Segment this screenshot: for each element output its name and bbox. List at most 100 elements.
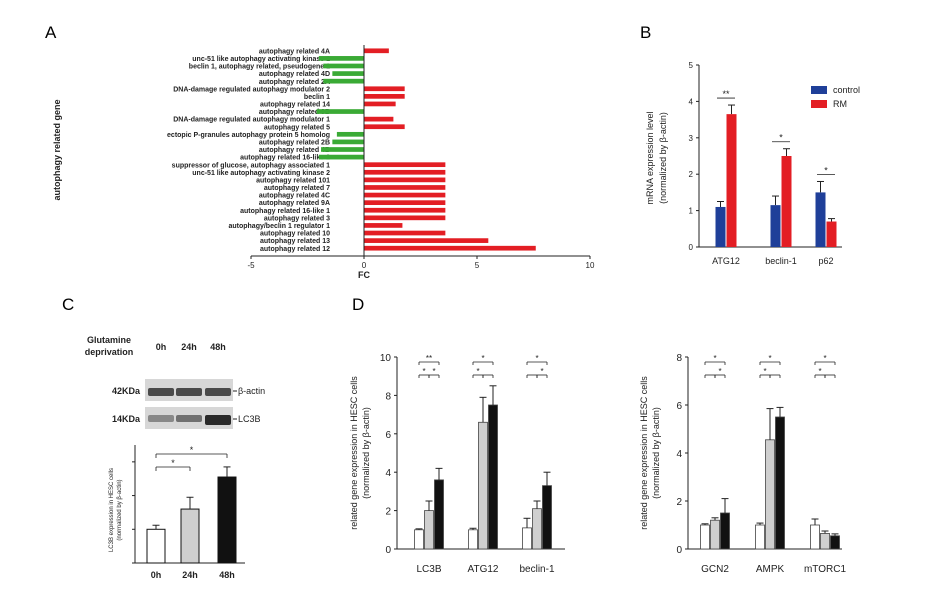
blot-band [176, 415, 202, 422]
fc-bar [364, 238, 489, 243]
blot-header: deprivation [85, 347, 134, 357]
gene-label: autophagy related 101 [256, 177, 330, 184]
fc-bar [364, 185, 446, 190]
band-protein-label: β-actin [238, 386, 265, 396]
panel-label-b: B [640, 23, 651, 42]
y-tick-label: 10 [380, 353, 392, 364]
y-axis-subtitle: (normalized by β-actin) [361, 407, 371, 499]
fc-bar [316, 109, 364, 114]
bar-0h [146, 528, 166, 564]
lane-label: 0h [156, 342, 167, 352]
category-label: GCN2 [701, 564, 729, 575]
panel-label-c: C [62, 295, 74, 314]
gene-label: autophagy related 2B [259, 140, 330, 147]
fc-bar [364, 93, 405, 99]
fc-bar [323, 78, 364, 84]
x-tick-label: -5 [247, 261, 255, 270]
legend-swatch [811, 86, 827, 94]
x-tick-label: 0 [362, 261, 367, 270]
lane-label: 48h [210, 342, 226, 352]
fc-bar [364, 223, 403, 228]
bar-48h [488, 404, 498, 550]
gene-label: beclin 1 [304, 94, 330, 101]
y-tick-label: 2 [385, 507, 391, 518]
fc-bar [321, 147, 364, 152]
bar-control [815, 192, 826, 247]
significance-right-label: * [540, 367, 543, 376]
bar-0h [468, 529, 478, 550]
bar-48h [830, 535, 840, 550]
y-tick-label: 3 [689, 134, 694, 143]
bar-RM [826, 221, 837, 247]
gene-label: autophagy related 13 [260, 238, 330, 245]
gene-label: autophagy related 16-like 2 [240, 155, 330, 162]
y-axis-title: autophagy related gene [52, 99, 62, 200]
fc-bar [336, 131, 364, 137]
bar-48h [720, 512, 730, 550]
bar-24h [820, 533, 830, 550]
panel-label-a: A [45, 23, 57, 42]
fc-bar [364, 124, 405, 130]
significance-mark: * [779, 133, 783, 143]
significance-left-label: * [818, 367, 821, 376]
y-tick-label: 1 [689, 207, 694, 216]
significance-top-label: * [481, 354, 484, 363]
bar-0h [522, 527, 532, 550]
gene-label: autophagy related 4D [259, 71, 330, 78]
fc-bar [364, 192, 446, 198]
significance-top-label: * [713, 354, 716, 363]
y-axis-title: related gene expression in HESC cells [349, 376, 359, 530]
x-tick-label: 10 [586, 261, 595, 270]
category-label: AMPK [756, 564, 785, 575]
fc-bar [364, 101, 396, 107]
gene-label: autophagy related 3 [264, 215, 330, 222]
category-label: beclin-1 [765, 256, 797, 266]
fc-bar [364, 48, 389, 54]
fc-bar [364, 177, 446, 183]
fc-bar [364, 86, 405, 92]
gene-label: autophagy related 7 [264, 185, 330, 192]
category-label: 24h [182, 570, 198, 580]
fc-bar [323, 63, 364, 69]
fc-bar [364, 162, 446, 168]
y-tick-label: 0 [676, 545, 682, 556]
significance-top-label: * [823, 354, 826, 363]
significance-right-label: * [718, 367, 721, 376]
bar-48h [775, 416, 785, 550]
y-tick-label: 8 [676, 353, 682, 364]
bar-control [715, 206, 726, 247]
fc-bar [364, 215, 446, 221]
bar-control [770, 205, 781, 247]
bar-0h [810, 524, 820, 550]
y-axis-subtitle: (normalized by β-actin) [117, 479, 123, 540]
y-axis-title: mRNA expression level [645, 111, 655, 204]
gene-label: beclin 1, autophagy related, pseudogene … [189, 64, 330, 71]
significance-mark: * [190, 445, 194, 455]
significance-mark: * [824, 165, 828, 175]
y-tick-label: 2 [676, 497, 682, 508]
panel-label-d: D [352, 295, 364, 314]
y-tick-label: 0 [385, 545, 391, 556]
bar-48h [434, 479, 444, 550]
fc-bar [332, 71, 364, 76]
category-label: ATG12 [468, 564, 499, 575]
gene-label: autophagy related 12 [260, 246, 330, 253]
gene-label: autophagy related 16-like 1 [240, 208, 330, 215]
gene-label: autophagy/beclin 1 regulator 1 [228, 223, 330, 230]
band-size-label: 42KDa [112, 386, 141, 396]
bar-24h [180, 508, 200, 564]
bar-RM [726, 114, 737, 247]
y-tick-label: 0 [689, 243, 694, 252]
y-tick-label: 5 [689, 61, 694, 70]
band-protein-label: LC3B [238, 414, 261, 424]
gene-label: autophagy related 4C [259, 193, 330, 200]
x-axis-title: FC [358, 270, 370, 280]
significance-left-label: * [476, 367, 479, 376]
category-label: mTORC1 [804, 564, 846, 575]
category-label: beclin-1 [519, 564, 554, 575]
y-tick-label: 4 [676, 449, 682, 460]
gene-label: ectopic P-granules autophagy protein 5 h… [167, 132, 330, 139]
significance-top-label: ** [426, 354, 432, 363]
